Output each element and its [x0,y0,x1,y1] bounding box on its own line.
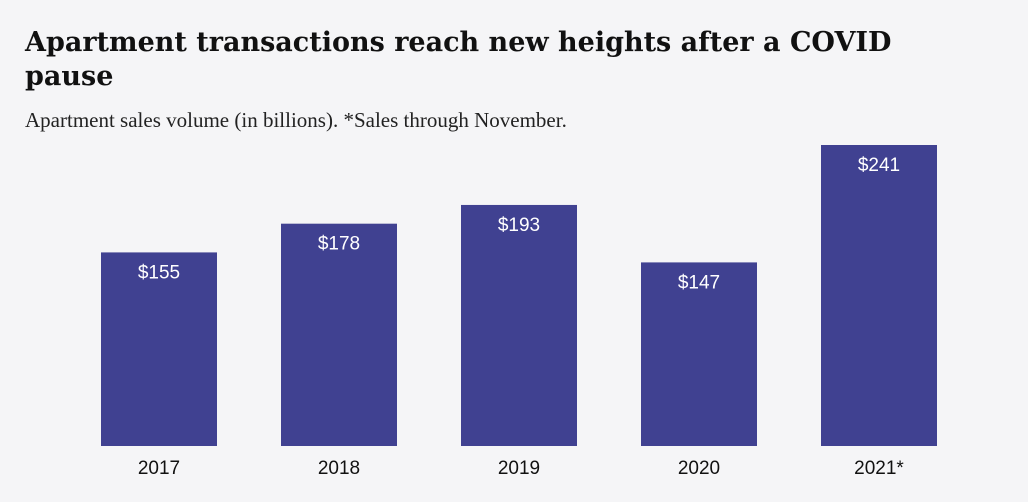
bar-value-label: $147 [678,272,720,293]
bar-2017 [101,252,217,446]
x-tick-label: 2018 [318,458,360,479]
bar-2020 [641,262,757,446]
bar-2021 [821,145,937,446]
bar-value-label: $241 [858,155,900,176]
bar-value-label: $155 [138,262,180,283]
bar-value-label: $178 [318,234,360,255]
x-tick-label: 2021* [854,458,904,479]
chart-subtitle: Apartment sales volume (in billions). *S… [25,108,567,132]
bar-2018 [281,223,397,446]
bar-2019 [461,204,577,446]
bar-value-label: $193 [498,215,540,236]
x-tick-label: 2020 [678,458,720,479]
chart-title: Apartment transactions reach new heights… [25,27,892,92]
x-tick-label: 2019 [498,458,540,479]
x-tick-label: 2017 [138,458,180,479]
